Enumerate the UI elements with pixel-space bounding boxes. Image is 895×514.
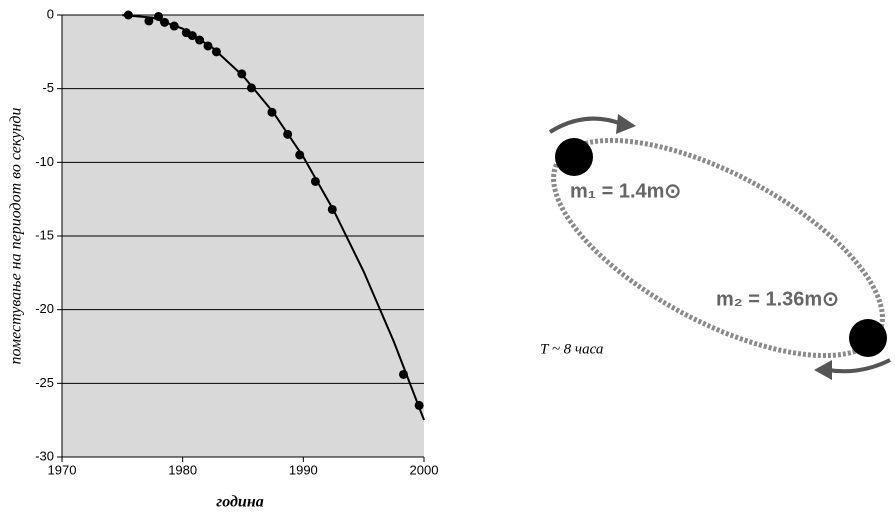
data-point xyxy=(144,16,154,26)
data-point xyxy=(211,47,221,57)
orbit-diagram: m₁ = 1.4m⊙ m₂ = 1.36m⊙ T ~ 8 часа xyxy=(540,114,891,380)
m1-label: m₁ = 1.4m⊙ xyxy=(570,180,681,202)
arrow-1-head xyxy=(616,114,636,134)
data-point xyxy=(398,369,408,379)
data-point xyxy=(123,10,133,20)
y-tick-label: -5 xyxy=(42,80,54,95)
y-tick-label: -30 xyxy=(35,448,54,463)
data-point xyxy=(414,400,424,410)
arrow-2-head xyxy=(814,360,832,380)
data-point xyxy=(310,176,320,186)
data-point xyxy=(154,11,164,21)
star-1 xyxy=(555,138,593,176)
data-point xyxy=(246,83,256,93)
data-point xyxy=(267,107,277,117)
data-point xyxy=(237,69,247,79)
data-point xyxy=(283,129,293,139)
y-tick-label: -15 xyxy=(35,227,54,242)
y-tick-label: -25 xyxy=(35,375,54,390)
data-point xyxy=(160,17,170,27)
x-tick-label: 1970 xyxy=(48,462,77,477)
x-tick-label: 2000 xyxy=(410,462,439,477)
data-point xyxy=(195,35,205,45)
y-tick-label: -20 xyxy=(35,301,54,316)
x-tick-label: 1990 xyxy=(289,462,318,477)
y-tick-label: -10 xyxy=(35,154,54,169)
data-point xyxy=(327,204,337,214)
arrow-2 xyxy=(827,358,891,374)
y-tick-label: 0 xyxy=(47,6,54,21)
period-label: T ~ 8 часа xyxy=(540,341,603,357)
m2-label: m₂ = 1.36m⊙ xyxy=(716,288,839,310)
data-point xyxy=(187,31,197,41)
arrow-1 xyxy=(548,116,623,134)
y-axis-label: поместување на периодот во секунди xyxy=(8,108,25,365)
data-point xyxy=(203,41,213,51)
star-2 xyxy=(849,319,887,357)
data-point xyxy=(295,150,305,160)
x-axis-label: година xyxy=(216,494,263,511)
data-point xyxy=(169,21,179,31)
x-tick-label: 1980 xyxy=(168,462,197,477)
